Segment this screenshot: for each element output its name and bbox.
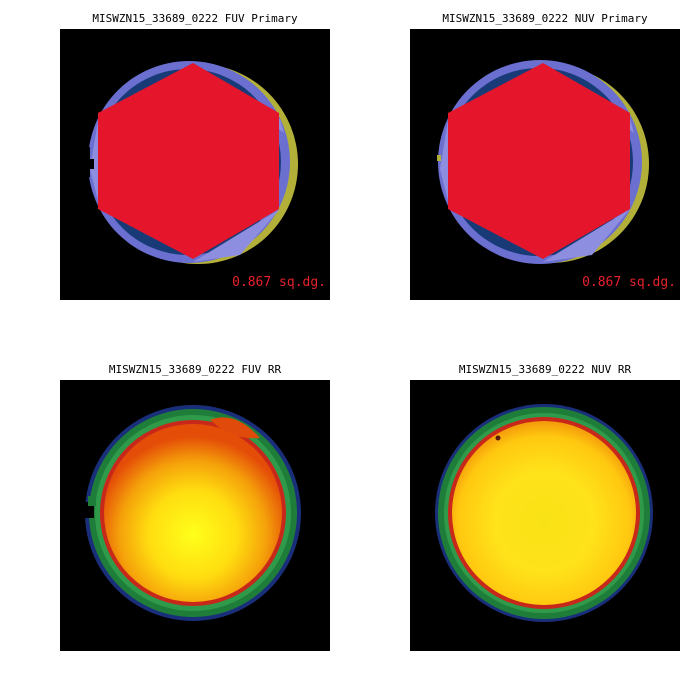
fuv-rr-title: MISWZN15_33689_0222 FUV RR bbox=[108, 363, 282, 376]
response-map bbox=[452, 421, 636, 605]
hexagon-region bbox=[448, 63, 630, 259]
nuv-primary-title: MISWZN15_33689_0222 NUV Primary bbox=[442, 12, 648, 25]
edge-dent bbox=[210, 417, 260, 439]
nuv-area-label: 0.867 sq.dg. bbox=[582, 275, 676, 290]
violet-wedge bbox=[193, 209, 280, 262]
nuv-primary-panel: 0.867 sq.dg. bbox=[410, 29, 680, 300]
fuv-primary-image bbox=[78, 61, 298, 264]
fuv-rr-image bbox=[78, 405, 301, 621]
fuv-primary-title: MISWZN15_33689_0222 FUV Primary bbox=[92, 12, 298, 25]
nuv-rr-panel bbox=[410, 380, 680, 651]
fuv-area-label: 0.867 sq.dg. bbox=[232, 275, 326, 290]
nuv-rr-title: MISWZN15_33689_0222 NUV RR bbox=[458, 363, 632, 376]
edge-notch bbox=[80, 159, 94, 169]
fuv-primary-panel: 0.867 sq.dg. bbox=[60, 29, 330, 300]
violet-wedge bbox=[440, 121, 448, 201]
hotspot-mark bbox=[495, 435, 501, 441]
hexagon-region bbox=[98, 63, 279, 259]
fuv-rr-panel bbox=[60, 380, 330, 651]
olive-speck bbox=[437, 155, 441, 161]
nuv-primary-image bbox=[437, 60, 649, 264]
edge-notch bbox=[88, 496, 96, 506]
nuv-rr-image bbox=[435, 404, 653, 622]
violet-wedge bbox=[543, 209, 630, 262]
response-map bbox=[104, 424, 282, 602]
